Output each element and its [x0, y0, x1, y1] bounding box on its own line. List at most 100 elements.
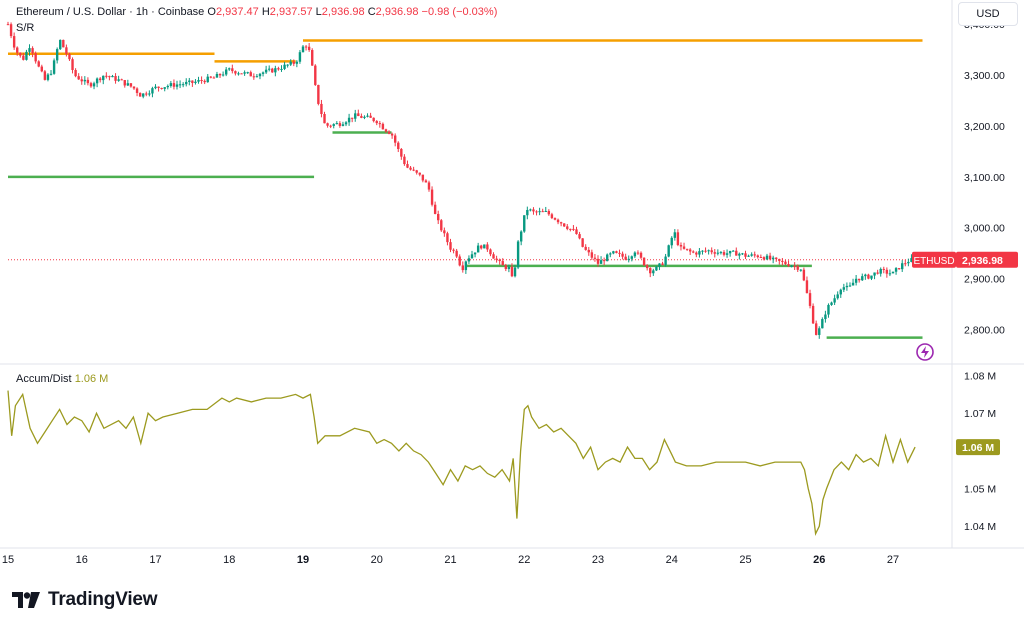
candle-body: [215, 73, 219, 78]
candle-body: [661, 263, 664, 265]
current-price-tag-text: 2,936.98: [962, 255, 1003, 267]
candle-body: [185, 81, 188, 85]
candle-body: [37, 61, 40, 67]
candle-body: [261, 72, 265, 74]
candle-body: [827, 304, 830, 315]
candle-body: [575, 229, 578, 235]
open-label: O: [207, 6, 216, 18]
candle-body: [280, 68, 283, 70]
time-tick-label: 22: [518, 554, 530, 566]
candle-body: [876, 272, 879, 274]
candle-body: [255, 76, 259, 78]
candle-body: [861, 276, 864, 281]
candle-body: [839, 289, 842, 295]
accum-dist-value-tag-text: 1.06 M: [962, 442, 994, 454]
candle-body: [142, 93, 145, 97]
candle-body: [384, 129, 388, 132]
candle-body: [639, 252, 643, 258]
candle-body: [292, 61, 295, 64]
candle-body: [516, 241, 520, 268]
candle-body: [673, 232, 677, 238]
indicator-sr-label[interactable]: S/R: [16, 22, 35, 34]
candle-body: [412, 169, 415, 171]
time-tick-label: 17: [149, 554, 161, 566]
candle-body: [719, 252, 723, 254]
tradingview-logo[interactable]: TradingView: [12, 588, 158, 612]
candle-body: [910, 258, 913, 262]
candle-body: [510, 266, 514, 277]
price-tick-label: 2,900.00: [964, 274, 1005, 286]
candle-body: [114, 76, 117, 81]
candle-body: [790, 265, 793, 267]
candle-body: [163, 87, 166, 89]
price-tick-label: 3,300.00: [964, 70, 1005, 82]
time-tick-label: 19: [297, 554, 309, 566]
candle-body: [744, 253, 747, 257]
symbol-title: Ethereum / U.S. Dollar · 1h · Coinbase: [16, 6, 205, 18]
candle-body: [830, 302, 833, 305]
time-tick-label: 26: [813, 554, 825, 566]
candle-body: [901, 263, 904, 270]
candle-body: [347, 117, 351, 123]
candle-body: [55, 49, 59, 61]
candle-body: [9, 24, 13, 37]
candle-body: [372, 117, 375, 122]
candle-body: [378, 123, 382, 125]
candle-body: [688, 249, 692, 252]
candle-body: [252, 76, 256, 78]
candle-body: [787, 264, 790, 267]
candle-body: [741, 253, 744, 255]
candle-body: [747, 255, 750, 257]
candle-body: [713, 252, 716, 254]
accum-dist-title: Accum/Dist: [16, 373, 72, 385]
candle-body: [446, 233, 449, 243]
candle-body: [750, 254, 753, 256]
candle-body: [799, 269, 803, 271]
candle-body: [596, 258, 600, 264]
candle-body: [781, 260, 784, 262]
time-tick-label: 24: [666, 554, 678, 566]
accum-dist-line: [7, 390, 916, 536]
candle-body: [483, 244, 486, 249]
candle-body: [200, 80, 203, 82]
candle-body: [427, 182, 431, 190]
candle-body: [891, 271, 895, 274]
candle-body: [357, 113, 360, 117]
candle-body: [833, 298, 836, 303]
candle-body: [504, 265, 508, 270]
candle-body: [363, 116, 366, 118]
candle-body: [897, 268, 901, 270]
low-value: 2,936.98: [321, 6, 365, 18]
accum-dist-legend[interactable]: Accum/Dist 1.06 M: [16, 373, 108, 385]
candle-body: [246, 72, 249, 74]
alert-icon-bolt: [921, 346, 929, 358]
candle-body: [286, 64, 289, 66]
candle-body: [642, 257, 646, 266]
change-value: −0.98 (−0.03%): [421, 6, 498, 18]
close-value: 2,936.98: [375, 6, 419, 18]
accum-dist-value-tag: [956, 439, 1000, 456]
candle-body: [618, 252, 621, 254]
candle-body: [590, 252, 594, 258]
candle-body: [882, 268, 885, 270]
candle-body: [19, 52, 22, 56]
candle-body: [664, 256, 667, 265]
candle-body: [295, 61, 299, 64]
candle-body: [234, 71, 237, 74]
candle-body: [593, 257, 597, 259]
candle-body: [473, 252, 477, 255]
candle-body: [415, 170, 418, 173]
candle-body: [735, 250, 738, 256]
candle-body: [449, 242, 452, 250]
candle-body: [92, 83, 96, 87]
candle-body: [599, 260, 603, 264]
currency-button[interactable]: USD: [958, 2, 1018, 26]
candle-body: [40, 66, 44, 72]
candle-body: [541, 211, 544, 213]
price-tick-label: 3,200.00: [964, 121, 1005, 133]
candle-body: [166, 85, 169, 88]
candle-body: [28, 48, 31, 52]
candle-body: [277, 68, 280, 70]
ad-tick-label: 1.08 M: [964, 371, 996, 383]
